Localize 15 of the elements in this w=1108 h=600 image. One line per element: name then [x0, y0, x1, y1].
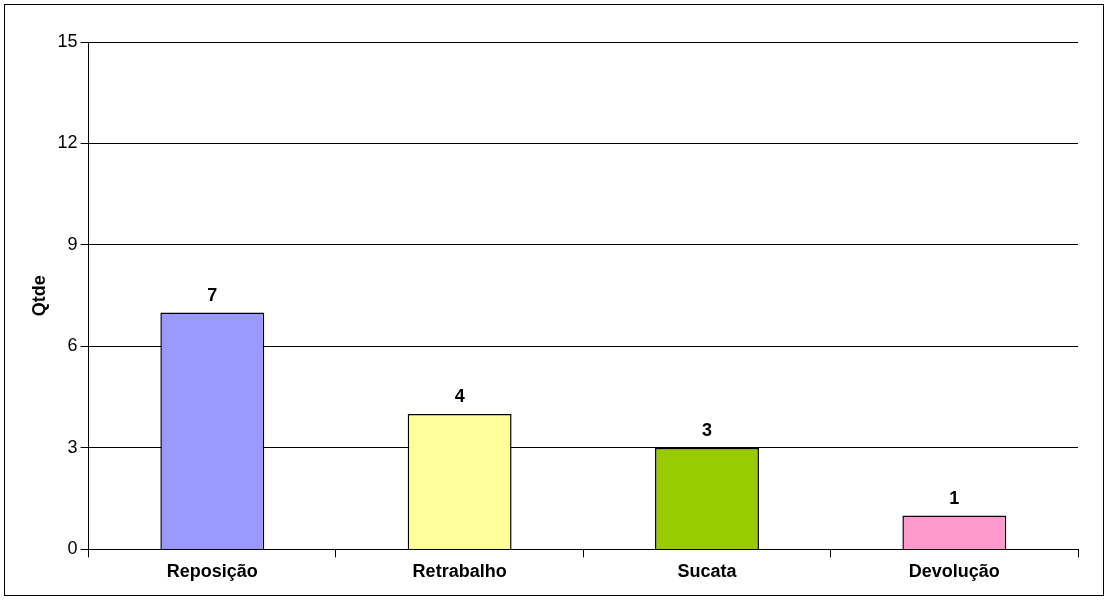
- data-label: 4: [454, 386, 465, 407]
- y-tick-label: 3: [67, 436, 78, 457]
- y-tick-label: 6: [67, 335, 78, 356]
- y-tick-label: 9: [67, 233, 78, 254]
- data-label: 1: [949, 487, 960, 508]
- y-tick-label: 0: [67, 538, 78, 559]
- x-tick-label: Sucata: [677, 561, 738, 582]
- x-tick-label: Retrabalho: [412, 561, 507, 582]
- data-label: 3: [701, 419, 712, 440]
- y-tick-label: 15: [57, 30, 78, 51]
- data-label: 7: [207, 284, 218, 305]
- y-tick-label: 12: [57, 132, 78, 153]
- y-axis-title: Qtde: [28, 275, 49, 317]
- x-tick-label: Reposição: [166, 561, 258, 582]
- x-tick-label: Devolução: [908, 561, 1000, 582]
